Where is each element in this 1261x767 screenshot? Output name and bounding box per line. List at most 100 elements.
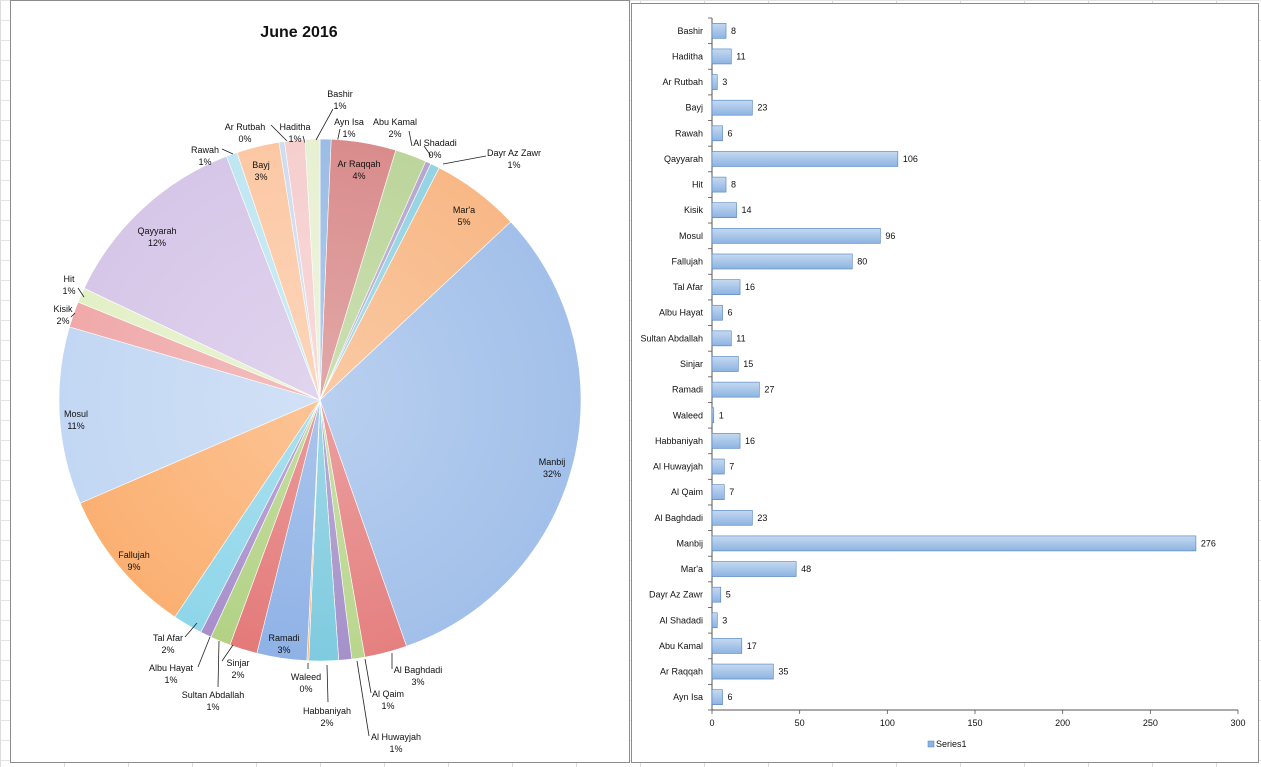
bar-category-label-abu-kamal: Abu Kamal: [659, 641, 703, 651]
leader-line-sultan-abdallah: [217, 640, 220, 688]
bar-value-label-ar-raqqah: 35: [778, 667, 788, 677]
bar-category-label-ar-rutbah: Ar Rutbah: [662, 77, 703, 87]
pie-slice-qayyarah: [83, 155, 321, 401]
pie-percent-ramadi: 3%: [277, 645, 290, 655]
pie-percent-albu-hayat: 1%: [164, 675, 177, 685]
pie-percent-bashir: 1%: [333, 101, 346, 111]
bar-value-label-rawah: 6: [728, 128, 733, 138]
bar-category-label-bashir: Bashir: [677, 26, 703, 36]
pie-label-bashir: Bashir: [327, 89, 353, 99]
pie-label-al-huwayjah: Al Huwayjah: [371, 732, 421, 742]
bar-value-label-waleed: 1: [719, 410, 724, 420]
bar-value-label-fallujah: 80: [857, 256, 867, 266]
bar-value-label-mar-a: 48: [801, 564, 811, 574]
pie-percent-dayr-az-zawr: 1%: [507, 160, 520, 170]
bar-value-label-hit: 8: [731, 180, 736, 190]
pie-label-sultan-abdallah: Sultan Abdallah: [182, 690, 245, 700]
bar-value-label-albu-hayat: 6: [728, 308, 733, 318]
bar-value-label-abu-kamal: 17: [747, 641, 757, 651]
pie-label-dayr-az-zawr: Dayr Az Zawr: [487, 148, 541, 158]
bar-value-label-bayj: 23: [757, 103, 767, 113]
x-tick-label: 200: [1055, 718, 1070, 728]
leader-line-abu-kamal: [408, 130, 413, 147]
pie-chart-panel[interactable]: June 2016 Ayn Isa 1% Ar Raqqah 4% Abu Kamal 2%…: [10, 0, 630, 763]
leader-line-al-qaim: [364, 658, 372, 694]
bar-category-label-mosul: Mosul: [679, 231, 703, 241]
pie-label-tal-afar: Tal Afar: [153, 633, 183, 643]
bar-value-label-al-qaim: 7: [729, 487, 734, 497]
leader-line-rawah: [221, 148, 234, 155]
pie-chart: June 2016 Ayn Isa 1% Ar Raqqah 4% Abu Kamal 2%…: [53, 24, 582, 754]
bar-category-label-haditha: Haditha: [672, 51, 703, 61]
pie-label-al-shadadi: Al Shadadi: [413, 138, 457, 148]
bar-ar-raqqah: [711, 663, 774, 680]
leader-line-sinjar: [221, 644, 234, 662]
bar-haditha: [711, 48, 732, 65]
leader-line-bashir: [315, 108, 334, 141]
pie-label-ar-rutbah: Ar Rutbah: [225, 122, 266, 132]
pie-label-al-baghdadi: Al Baghdadi: [394, 665, 443, 675]
bar-value-label-al-baghdadi: 23: [757, 513, 767, 523]
bar-manbij: [711, 535, 1197, 552]
bar-category-label-albu-hayat: Albu Hayat: [659, 308, 704, 318]
pie-percent-mar-a: 5%: [457, 217, 470, 227]
pie-label-albu-hayat: Albu Hayat: [149, 663, 194, 673]
bar-category-label-sinjar: Sinjar: [680, 359, 703, 369]
bar-value-label-ar-rutbah: 3: [722, 77, 727, 87]
bar-abu-kamal: [711, 638, 743, 654]
pie-percent-ayn-isa: 1%: [342, 129, 355, 139]
bar-al-qaim: [711, 484, 725, 500]
leader-line-albu-hayat: [197, 636, 211, 668]
pie-percent-qayyarah: 12%: [148, 238, 166, 248]
bar-value-label-ramadi: 27: [764, 385, 774, 395]
pie-percent-mosul: 11%: [67, 421, 84, 431]
leader-line-dayr-az-zawr: [442, 155, 487, 165]
bar-category-label-sultan-abdallah: Sultan Abdallah: [640, 333, 703, 343]
bar-chart-panel[interactable]: Bashir 8 Haditha 11 Ar Rutbah 3 Bayj 23 Rawah 6 Qa…: [631, 3, 1259, 763]
bar-value-label-al-shadadi: 3: [722, 615, 727, 625]
bar-mar-a: [711, 561, 797, 577]
bar-al-shadadi: [711, 612, 718, 629]
bar-ramadi: [711, 381, 760, 398]
pie-percent-sinjar: 2%: [231, 670, 244, 680]
pie-label-qayyarah: Qayyarah: [137, 226, 176, 236]
bar-category-label-dayr-az-zawr: Dayr Az Zawr: [649, 590, 703, 600]
pie-label-fallujah: Fallujah: [118, 550, 150, 560]
bar-habbaniyah: [711, 433, 741, 449]
pie-label-ayn-isa: Ayn Isa: [334, 117, 364, 127]
pie-slice-fallujah: [79, 399, 321, 618]
pie-percent-al-qaim: 1%: [381, 701, 394, 711]
x-tick-label: 0: [709, 718, 714, 728]
pie-percent-bayj: 3%: [254, 172, 267, 182]
bar-value-label-kisik: 14: [742, 205, 752, 215]
bar-bashir: [711, 23, 727, 39]
bar-category-label-fallujah: Fallujah: [671, 256, 703, 266]
pie-label-haditha: Haditha: [279, 122, 310, 132]
bar-category-label-kisik: Kisik: [684, 205, 704, 215]
leader-line-haditha: [302, 135, 306, 144]
leader-line-hit: [77, 287, 85, 298]
bar-value-label-tal-afar: 16: [745, 282, 755, 292]
bar-value-label-manbij: 276: [1201, 538, 1216, 548]
bar-category-label-ayn-isa: Ayn Isa: [673, 692, 703, 702]
bar-al-huwayjah: [711, 458, 725, 475]
bar-category-label-al-qaim: Al Qaim: [671, 487, 703, 497]
pie-percent-manbij: 32%: [543, 469, 561, 479]
pie-label-abu-kamal: Abu Kamal: [373, 117, 417, 127]
pie-percent-al-shadadi: 0%: [428, 150, 441, 160]
bar-value-label-sinjar: 15: [743, 359, 753, 369]
bar-tal-afar: [711, 279, 741, 295]
pie-label-al-qaim: Al Qaim: [372, 689, 404, 699]
pie-label-waleed: Waleed: [291, 672, 321, 682]
bar-category-label-tal-afar: Tal Afar: [673, 282, 703, 292]
bar-ayn-isa: [711, 689, 723, 705]
pie-label-habbaniyah: Habbaniyah: [303, 706, 351, 716]
pie-slice-bashir: [304, 138, 321, 401]
leader-line-al-shadadi: [423, 145, 432, 157]
bar-rawah: [711, 125, 723, 142]
pie-percent-habbaniyah: 2%: [320, 718, 333, 728]
bar-al-baghdadi: [711, 509, 753, 526]
bar-ar-rutbah: [711, 74, 718, 90]
pie-percent-rawah: 1%: [198, 157, 211, 167]
bar-category-label-mar-a: Mar'a: [681, 564, 703, 574]
